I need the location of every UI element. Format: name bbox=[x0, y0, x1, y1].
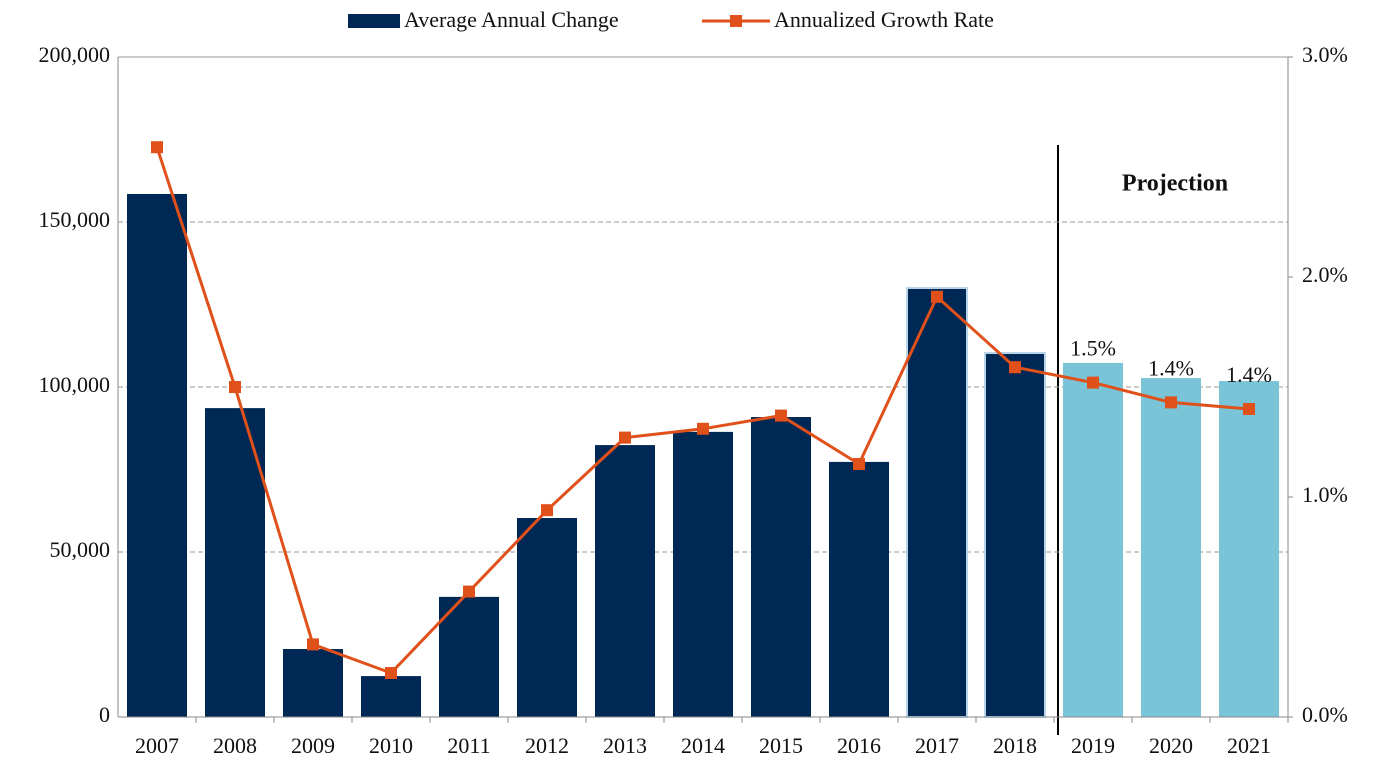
bar bbox=[517, 518, 577, 717]
x-tick-label: 2013 bbox=[603, 733, 647, 758]
marker bbox=[307, 638, 319, 651]
y2-tick-label: 1.0% bbox=[1302, 482, 1348, 507]
bar bbox=[984, 352, 1046, 718]
bar bbox=[673, 431, 733, 717]
bar bbox=[829, 461, 889, 717]
marker bbox=[541, 504, 553, 517]
y2-tick-label: 3.0% bbox=[1302, 42, 1348, 67]
marker bbox=[775, 409, 787, 422]
y-tick-label: 200,000 bbox=[39, 42, 111, 67]
bar bbox=[1219, 381, 1279, 717]
bar bbox=[1141, 378, 1201, 717]
bar bbox=[283, 649, 343, 717]
bar bbox=[906, 287, 968, 718]
y2-tick-label: 2.0% bbox=[1302, 262, 1348, 287]
legend-swatch bbox=[348, 14, 400, 28]
bar bbox=[361, 676, 421, 717]
x-tick-label: 2011 bbox=[447, 733, 490, 758]
y-tick-label: 150,000 bbox=[39, 207, 111, 232]
marker bbox=[1165, 396, 1177, 409]
data-label: 1.5% bbox=[1070, 336, 1116, 361]
marker bbox=[1009, 361, 1021, 374]
y2-tick-label: 0.0% bbox=[1302, 702, 1348, 727]
y-tick-label: 100,000 bbox=[39, 372, 111, 397]
legend-marker bbox=[730, 15, 742, 27]
data-label: 1.4% bbox=[1226, 362, 1272, 387]
x-tick-label: 2016 bbox=[837, 733, 881, 758]
x-tick-label: 2010 bbox=[369, 733, 413, 758]
x-tick-label: 2007 bbox=[135, 733, 179, 758]
data-label: 1.4% bbox=[1148, 355, 1194, 380]
x-tick-label: 2015 bbox=[759, 733, 803, 758]
y-tick-label: 0 bbox=[99, 702, 110, 727]
marker bbox=[931, 290, 943, 303]
x-tick-label: 2019 bbox=[1071, 733, 1115, 758]
bar bbox=[595, 445, 655, 717]
marker bbox=[853, 458, 865, 470]
legend-label: Average Annual Change bbox=[404, 7, 619, 32]
marker bbox=[619, 431, 631, 444]
x-tick-label: 2017 bbox=[915, 733, 959, 758]
bar bbox=[205, 408, 265, 717]
marker bbox=[229, 381, 241, 393]
x-tick-label: 2009 bbox=[291, 733, 335, 758]
bar bbox=[439, 596, 499, 717]
annotation: Projection bbox=[1122, 171, 1228, 197]
y-tick-label: 50,000 bbox=[50, 537, 111, 562]
x-tick-label: 2008 bbox=[213, 733, 257, 758]
x-tick-label: 2012 bbox=[525, 733, 569, 758]
bar bbox=[1063, 362, 1123, 717]
x-tick-label: 2020 bbox=[1149, 733, 1193, 758]
x-tick-label: 2021 bbox=[1227, 733, 1271, 758]
marker bbox=[697, 422, 709, 435]
marker bbox=[1243, 403, 1255, 415]
marker bbox=[151, 141, 163, 154]
marker bbox=[463, 585, 475, 598]
x-tick-label: 2014 bbox=[681, 733, 725, 758]
bar bbox=[127, 193, 187, 717]
x-tick-label: 2018 bbox=[993, 733, 1037, 758]
legend-label: Annualized Growth Rate bbox=[774, 7, 994, 32]
bar bbox=[751, 417, 811, 717]
marker bbox=[385, 667, 397, 679]
marker bbox=[1087, 376, 1099, 389]
